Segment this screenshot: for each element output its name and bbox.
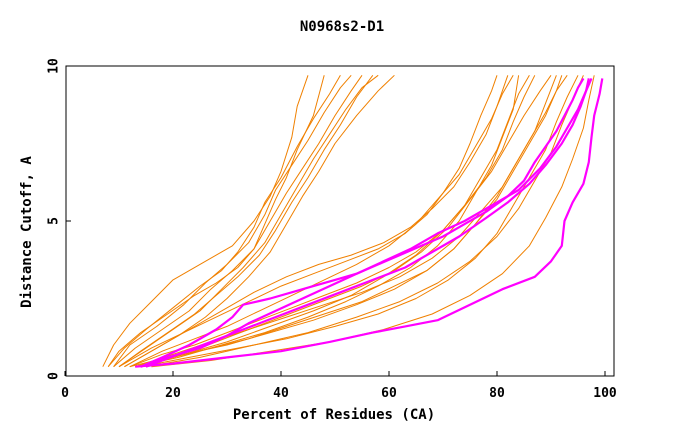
series-line-model-04 (114, 75, 352, 366)
x-tick-label-20: 20 (165, 386, 181, 401)
series-line-model-12 (135, 75, 518, 366)
series-line-model-06 (119, 75, 373, 366)
series-line-model-09 (130, 75, 535, 366)
y-tick-label-0: 0 (47, 372, 62, 380)
y-axis-label: Distance Cutoff, A (19, 156, 35, 308)
series-line-model-14 (141, 75, 578, 366)
x-tick-label-80: 80 (489, 386, 505, 401)
series-layer (103, 75, 594, 366)
series-line-highlight-2 (141, 78, 584, 366)
line-chart: N0968s2-D1 0 20 40 60 80 100 0 5 10 Percent of R… (0, 0, 680, 440)
series-line-highlight-4 (146, 78, 592, 366)
highlight-layer (135, 78, 602, 366)
x-axis-label: Percent of Residues (CA) (233, 407, 435, 423)
series-line-model-10 (130, 75, 551, 366)
x-tick-label-100: 100 (593, 386, 617, 401)
series-line-highlight-1 (135, 78, 602, 366)
series-line-model-05 (114, 75, 362, 366)
x-tick-label-0: 0 (61, 386, 69, 401)
plot-frame (66, 66, 614, 376)
x-tick-label-60: 60 (381, 386, 397, 401)
series-line-model-18 (119, 75, 497, 366)
series-line-model-19 (130, 75, 513, 366)
x-tick-label-40: 40 (273, 386, 289, 401)
series-line-model-15 (146, 75, 583, 366)
series-line-model-16 (151, 75, 594, 366)
y-tick-label-10: 10 (47, 58, 62, 74)
series-line-highlight-3 (141, 78, 589, 366)
chart-title: N0968s2-D1 (300, 19, 384, 35)
axes-layer: 0 20 40 60 80 100 0 5 10 (47, 58, 617, 401)
y-tick-label-5: 5 (47, 217, 62, 225)
